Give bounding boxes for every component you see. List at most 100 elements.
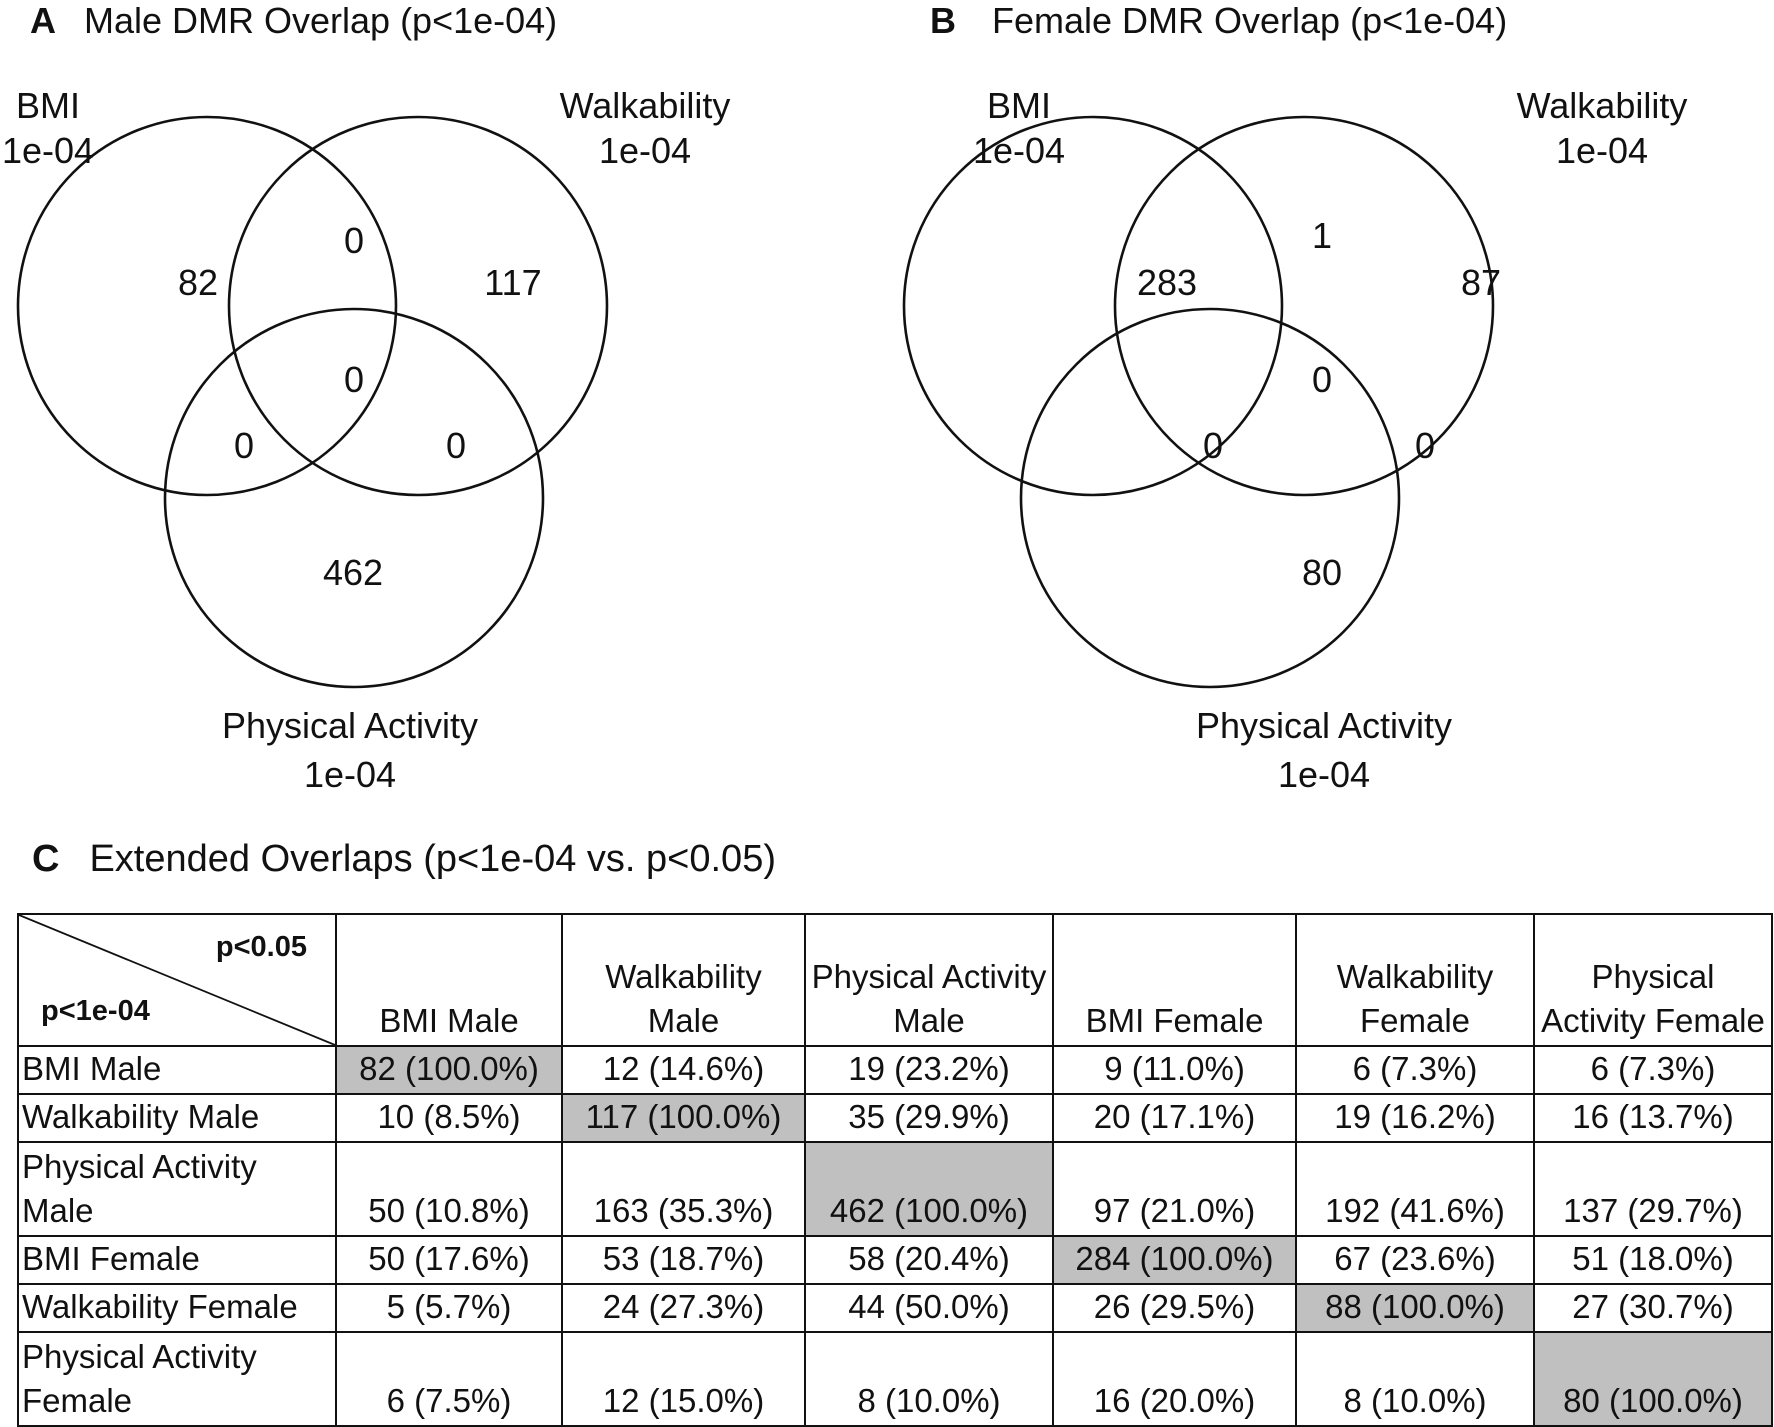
set-label-physical-activity: Physical Activity (222, 705, 478, 746)
table-cell: 35 (29.9%) (804, 1093, 1054, 1143)
corner-label-columns: p<0.05 (215, 931, 307, 963)
table-cell-diagonal: 117 (100.0%) (561, 1093, 806, 1143)
set-threshold-bmi: 1e-04 (2, 130, 94, 171)
corner-diagonal (19, 915, 335, 1045)
region-count-bmi-walkability: 1 (1312, 215, 1332, 256)
table-cell: 51 (18.0%) (1533, 1235, 1773, 1285)
panel-title: Male DMR Overlap (p<1e-04) (84, 0, 557, 41)
table-cell: 50 (10.8%) (335, 1141, 563, 1237)
row-header: BMI Male (17, 1045, 337, 1095)
table-row: Physical Activity Male 50 (10.8%) 163 (3… (17, 1141, 1773, 1237)
table-row: Walkability Female 5 (5.7%) 24 (27.3%) 4… (17, 1283, 1773, 1333)
column-header: BMI Female (1052, 913, 1297, 1047)
corner-label-rows: p<1e-04 (41, 995, 150, 1027)
region-count-bmi-only: 283 (1137, 262, 1197, 303)
region-count-all-three: 0 (1312, 359, 1332, 400)
table-header-row: p<0.05 p<1e-04 BMI Male Walkability Male… (17, 913, 1773, 1047)
table-cell: 163 (35.3%) (561, 1141, 806, 1237)
row-header: Physical Activity Male (17, 1141, 337, 1237)
table-cell: 19 (16.2%) (1295, 1093, 1535, 1143)
table-cell: 16 (13.7%) (1533, 1093, 1773, 1143)
set-label-walkability: Walkability (560, 85, 731, 126)
table-cell: 27 (30.7%) (1533, 1283, 1773, 1333)
venn-diagram-female: B Female DMR Overlap (p<1e-04) BMI 1e-04… (902, 0, 1688, 795)
table-cell: 50 (17.6%) (335, 1235, 563, 1285)
table-cell: 19 (23.2%) (804, 1045, 1054, 1095)
table-cell: 5 (5.7%) (335, 1283, 563, 1333)
set-label-bmi: BMI (16, 85, 80, 126)
table-cell: 67 (23.6%) (1295, 1235, 1535, 1285)
table-cell: 8 (10.0%) (804, 1331, 1054, 1427)
set-label-bmi: BMI (987, 85, 1051, 126)
region-count-bmi-physical-activity: 0 (1203, 425, 1223, 466)
venn-diagram-male: A Male DMR Overlap (p<1e-04) BMI 1e-04 W… (2, 0, 731, 795)
table-cell: 44 (50.0%) (804, 1283, 1054, 1333)
table-cell: 20 (17.1%) (1052, 1093, 1297, 1143)
set-circle-bmi (902, 115, 1284, 497)
table-cell: 6 (7.3%) (1533, 1045, 1773, 1095)
table-cell: 97 (21.0%) (1052, 1141, 1297, 1237)
row-header: Walkability Female (17, 1283, 337, 1333)
table-cell: 137 (29.7%) (1533, 1141, 1773, 1237)
table-row: BMI Female 50 (17.6%) 53 (18.7%) 58 (20.… (17, 1235, 1773, 1285)
column-header: Walkability Female (1295, 913, 1535, 1047)
table-cell: 24 (27.3%) (561, 1283, 806, 1333)
region-count-bmi-only: 82 (178, 262, 218, 303)
column-header: BMI Male (335, 913, 563, 1047)
set-threshold-walkability: 1e-04 (1556, 130, 1648, 171)
region-count-physical-activity-only: 462 (323, 552, 383, 593)
region-count-bmi-physical-activity: 0 (234, 425, 254, 466)
row-header: Physical Activity Female (17, 1331, 337, 1427)
table-cell-diagonal: 462 (100.0%) (804, 1141, 1054, 1237)
table-cell-diagonal: 88 (100.0%) (1295, 1283, 1535, 1333)
set-label-walkability: Walkability (1517, 85, 1688, 126)
table-cell: 26 (29.5%) (1052, 1283, 1297, 1333)
table-cell: 16 (20.0%) (1052, 1331, 1297, 1427)
column-header: Physical Activity Male (804, 913, 1054, 1047)
column-header: Physical Activity Female (1533, 913, 1773, 1047)
set-threshold-physical-activity: 1e-04 (1278, 754, 1370, 795)
row-header: Walkability Male (17, 1093, 337, 1143)
region-count-walkability-only: 87 (1461, 262, 1501, 303)
table-row: BMI Male 82 (100.0%) 12 (14.6%) 19 (23.2… (17, 1045, 1773, 1095)
set-circle-physical-activity (1019, 307, 1401, 689)
set-threshold-physical-activity: 1e-04 (304, 754, 396, 795)
panel-letter: B (930, 0, 956, 41)
table-cell: 9 (11.0%) (1052, 1045, 1297, 1095)
region-count-walkability-physical-activity: 0 (1415, 425, 1435, 466)
set-threshold-bmi: 1e-04 (973, 130, 1065, 171)
table-cell: 58 (20.4%) (804, 1235, 1054, 1285)
table-cell-diagonal: 80 (100.0%) (1533, 1331, 1773, 1427)
table-cell: 12 (15.0%) (561, 1331, 806, 1427)
table-title-text: Extended Overlaps (p<1e-04 vs. p<0.05) (89, 838, 776, 880)
region-count-walkability-physical-activity: 0 (446, 425, 466, 466)
set-circle-physical-activity (163, 307, 545, 689)
region-count-physical-activity-only: 80 (1302, 552, 1342, 593)
region-count-bmi-walkability: 0 (344, 220, 364, 261)
table-cell-diagonal: 284 (100.0%) (1052, 1235, 1297, 1285)
panel-letter: A (30, 0, 56, 41)
overlap-table: p<0.05 p<1e-04 BMI Male Walkability Male… (17, 913, 1773, 1427)
table-corner: p<0.05 p<1e-04 (17, 913, 337, 1047)
table-row: Walkability Male 10 (8.5%) 117 (100.0%) … (17, 1093, 1773, 1143)
table-title: C Extended Overlaps (p<1e-04 vs. p<0.05) (32, 838, 776, 881)
set-circle-bmi (16, 115, 398, 497)
region-count-walkability-only: 117 (484, 262, 541, 303)
panel-title: Female DMR Overlap (p<1e-04) (992, 0, 1507, 41)
set-label-physical-activity: Physical Activity (1196, 705, 1452, 746)
table-cell: 10 (8.5%) (335, 1093, 563, 1143)
column-header: Walkability Male (561, 913, 806, 1047)
table-cell-diagonal: 82 (100.0%) (335, 1045, 563, 1095)
row-header: BMI Female (17, 1235, 337, 1285)
table-cell: 12 (14.6%) (561, 1045, 806, 1095)
table-cell: 192 (41.6%) (1295, 1141, 1535, 1237)
table-cell: 6 (7.5%) (335, 1331, 563, 1427)
table-cell: 6 (7.3%) (1295, 1045, 1535, 1095)
table-cell: 8 (10.0%) (1295, 1331, 1535, 1427)
table-row: Physical Activity Female 6 (7.5%) 12 (15… (17, 1331, 1773, 1427)
set-circle-walkability (227, 115, 609, 497)
panel-letter: C (32, 838, 60, 880)
region-count-all-three: 0 (344, 359, 364, 400)
set-circle-walkability (1113, 115, 1495, 497)
table-cell: 53 (18.7%) (561, 1235, 806, 1285)
